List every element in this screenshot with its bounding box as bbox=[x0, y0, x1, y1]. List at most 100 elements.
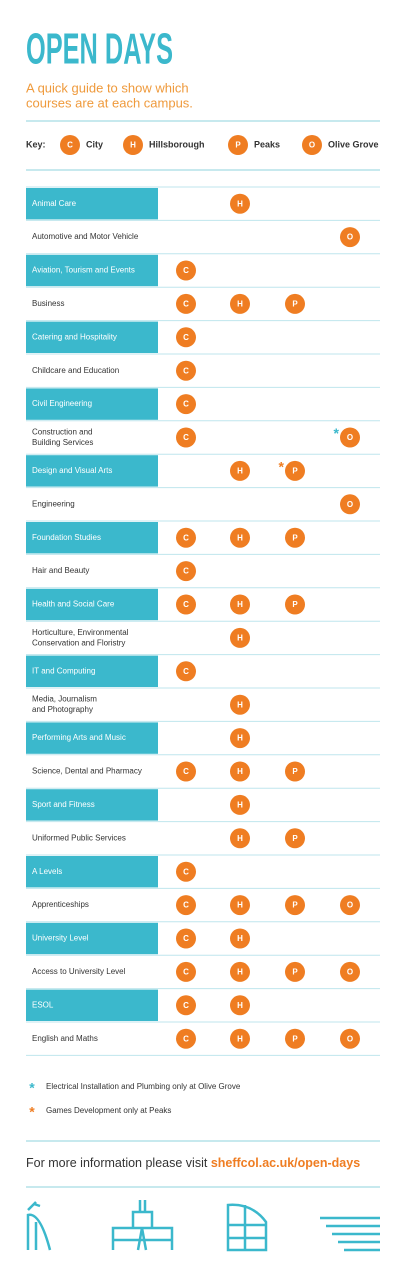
campus-badge bbox=[176, 928, 196, 949]
key-name: Olive Grove bbox=[328, 139, 379, 149]
campus-badge bbox=[60, 135, 80, 155]
campus-badge bbox=[285, 761, 305, 782]
footnote-symbol: * bbox=[29, 1080, 35, 1096]
icon-building bbox=[111, 1200, 174, 1251]
key-name: Hillsborough bbox=[149, 139, 205, 149]
campus-letter: C bbox=[183, 366, 189, 375]
row-highlight bbox=[26, 655, 158, 687]
campus-badge bbox=[230, 728, 250, 749]
campus-letter: C bbox=[183, 533, 189, 542]
campus-badge bbox=[302, 135, 322, 155]
footer-link[interactable]: sheffcol.ac.uk/open-days bbox=[211, 1156, 360, 1170]
campus-letter: C bbox=[183, 600, 189, 609]
course-name: Apprenticeships bbox=[32, 900, 89, 909]
course-name: Design and Visual Arts bbox=[32, 466, 112, 475]
campus-badge bbox=[230, 995, 250, 1016]
campus-letter: P bbox=[292, 834, 298, 843]
campus-letter: H bbox=[237, 467, 243, 476]
campus-badge bbox=[340, 227, 360, 248]
campus-badge bbox=[176, 527, 196, 548]
course-name: Horticulture, Environmental bbox=[32, 628, 129, 637]
row-highlight bbox=[26, 188, 158, 220]
key-label: Key: bbox=[26, 139, 46, 149]
campus-badge bbox=[230, 895, 250, 916]
row-highlight bbox=[26, 588, 158, 621]
campus-letter: O bbox=[347, 1034, 353, 1043]
footnote-symbol: * bbox=[29, 1104, 35, 1120]
campus-badge bbox=[340, 895, 360, 916]
campus-badge bbox=[230, 460, 250, 481]
campus-badge bbox=[230, 828, 250, 849]
campus-badge bbox=[176, 661, 196, 682]
course-name: Business bbox=[32, 299, 64, 308]
course-name: Building Services bbox=[32, 438, 93, 447]
campus-letter: O bbox=[347, 433, 353, 442]
campus-letter: H bbox=[237, 199, 243, 208]
row-highlight bbox=[26, 522, 158, 554]
campus-badge bbox=[230, 627, 250, 648]
campus-letter: C bbox=[183, 266, 189, 275]
course-name: Uniformed Public Services bbox=[32, 833, 126, 842]
footnote: Games Development only at Peaks bbox=[46, 1106, 171, 1115]
campus-letter: H bbox=[130, 141, 136, 150]
icon-tower bbox=[26, 1201, 52, 1251]
campus-badge bbox=[176, 293, 196, 314]
course-name: Performing Arts and Music bbox=[32, 733, 126, 742]
course-name: and Photography bbox=[32, 705, 93, 714]
campus-badge bbox=[230, 961, 250, 982]
campus-badge bbox=[230, 527, 250, 548]
campus-badge bbox=[230, 193, 250, 214]
course-name: Animal Care bbox=[32, 199, 77, 208]
course-name: Engineering bbox=[32, 499, 75, 508]
campus-badge bbox=[230, 794, 250, 815]
course-name: Childcare and Education bbox=[32, 366, 119, 375]
row-highlight bbox=[26, 388, 158, 420]
campus-letter: O bbox=[347, 500, 353, 509]
campus-badge bbox=[230, 293, 250, 314]
row-highlight bbox=[26, 922, 158, 955]
campus-badge bbox=[176, 594, 196, 615]
campus-letter: P bbox=[292, 1034, 298, 1043]
campus-badge bbox=[230, 694, 250, 715]
campus-letter: P bbox=[292, 533, 298, 542]
campus-letter: H bbox=[237, 834, 243, 843]
campus-badge bbox=[230, 761, 250, 782]
campus-letter: H bbox=[237, 934, 243, 943]
campus-letter: C bbox=[183, 901, 189, 910]
campus-badge bbox=[285, 1028, 305, 1049]
icon-waves bbox=[320, 1216, 380, 1252]
title: OPEN DAYS bbox=[26, 25, 173, 74]
campus-letter: H bbox=[237, 1034, 243, 1043]
campus-badge bbox=[285, 293, 305, 314]
campus-letter: P bbox=[292, 467, 298, 476]
campus-letter: H bbox=[237, 634, 243, 643]
row-highlight bbox=[26, 455, 158, 487]
course-name: Construction and bbox=[32, 427, 92, 436]
course-name: University Level bbox=[32, 934, 89, 943]
campus-badge bbox=[285, 594, 305, 615]
row-highlight bbox=[26, 254, 158, 287]
campus-badge bbox=[176, 895, 196, 916]
campus-badge bbox=[285, 527, 305, 548]
campus-badge bbox=[176, 360, 196, 381]
course-name: Conservation and Floristry bbox=[32, 638, 125, 647]
campus-letter: O bbox=[309, 141, 315, 150]
course-name: Catering and Hospitality bbox=[32, 332, 117, 341]
campus-badge bbox=[176, 327, 196, 348]
campus-letter: H bbox=[237, 801, 243, 810]
campus-badge bbox=[285, 961, 305, 982]
course-name: Science, Dental and Pharmacy bbox=[32, 767, 142, 776]
campus-badge bbox=[340, 494, 360, 515]
campus-letter: C bbox=[183, 1034, 189, 1043]
campus-letter: H bbox=[237, 533, 243, 542]
campus-letter: H bbox=[237, 1001, 243, 1010]
campus-badge bbox=[176, 260, 196, 281]
course-name: IT and Computing bbox=[32, 666, 95, 675]
campus-badge bbox=[123, 135, 143, 155]
campus-letter: P bbox=[292, 300, 298, 309]
campus-badge bbox=[176, 427, 196, 448]
icon-campus bbox=[226, 1203, 268, 1252]
course-name: Aviation, Tourism and Events bbox=[32, 266, 135, 275]
row-highlight bbox=[26, 789, 158, 821]
campus-badge bbox=[176, 995, 196, 1016]
